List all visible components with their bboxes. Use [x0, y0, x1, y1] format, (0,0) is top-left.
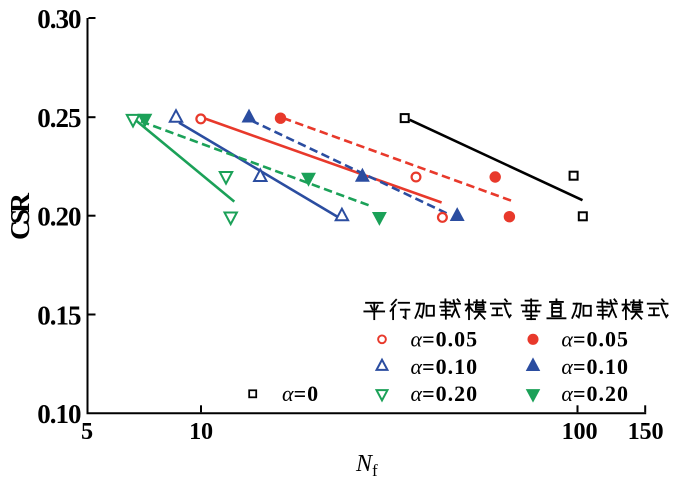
- svg-text:0.10: 0.10: [37, 399, 81, 429]
- svg-text:0.30: 0.30: [37, 4, 81, 34]
- svg-text:α=0.05: α=0.05: [411, 327, 479, 352]
- svg-text:0.20: 0.20: [37, 202, 81, 232]
- svg-text:10: 10: [189, 418, 213, 445]
- svg-text:α=0.05: α=0.05: [561, 327, 629, 352]
- svg-text:5: 5: [81, 418, 93, 445]
- svg-text:150: 150: [628, 418, 664, 445]
- svg-text:α=0.10: α=0.10: [411, 354, 479, 379]
- svg-text:α=0.10: α=0.10: [561, 354, 629, 379]
- svg-text:α=0.20: α=0.20: [561, 381, 629, 406]
- svg-text:0.25: 0.25: [37, 103, 81, 133]
- svg-text:CSR: CSR: [4, 192, 35, 240]
- svg-text:0.15: 0.15: [37, 300, 81, 330]
- svg-text:α=0.20: α=0.20: [411, 381, 479, 406]
- svg-text:α=0: α=0: [282, 381, 319, 406]
- svg-text:100: 100: [562, 418, 598, 445]
